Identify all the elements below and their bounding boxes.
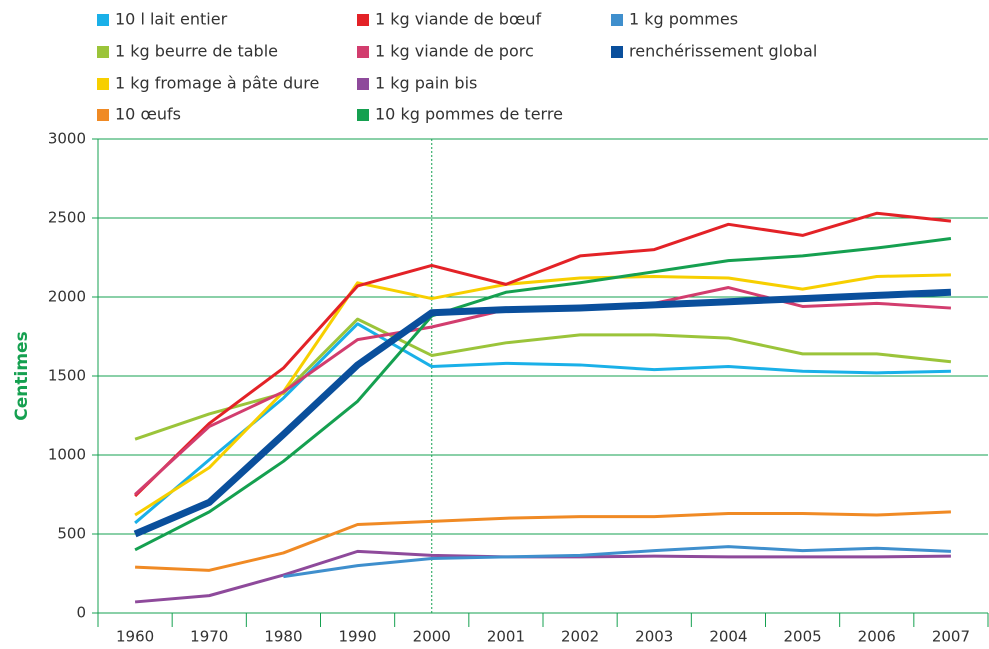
line	[283, 545, 951, 579]
legend-label: 10 kg pommes de terre	[375, 105, 563, 124]
legend-swatch	[357, 46, 369, 58]
legend-label: 10 œufs	[115, 105, 181, 124]
legend-label: 1 kg viande de porc	[375, 42, 534, 61]
y-tick-label: 0	[76, 604, 86, 622]
legend-label: 1 kg pain bis	[375, 74, 477, 93]
line	[134, 237, 952, 552]
line	[134, 211, 952, 498]
line	[134, 273, 951, 517]
legend-label: 10 l lait entier	[115, 10, 228, 29]
x-tick-label: 2004	[709, 628, 747, 646]
legend-swatch	[97, 109, 109, 121]
x-tick-label: 2003	[635, 628, 673, 646]
legend-swatch	[97, 46, 109, 58]
legend-swatch	[611, 46, 623, 58]
legend-label: 1 kg pommes	[629, 10, 738, 29]
x-tick-label: 1980	[264, 628, 302, 646]
legend-swatch	[357, 109, 369, 121]
y-tick-label: 2500	[48, 209, 86, 227]
legend-swatch	[357, 14, 369, 26]
y-tick-label: 1500	[48, 367, 86, 385]
y-tick-label: 1000	[48, 446, 86, 464]
line	[134, 322, 951, 525]
legend-label: 1 kg viande de bœuf	[375, 10, 541, 29]
line	[134, 286, 952, 496]
legend-label: 1 kg beurre de table	[115, 42, 278, 61]
x-tick-label: 1960	[116, 628, 154, 646]
x-tick-label: 2001	[487, 628, 525, 646]
legend-swatch	[97, 14, 109, 26]
line	[133, 288, 952, 538]
x-tick-label: 2005	[783, 628, 821, 646]
y-tick-label: 3000	[48, 130, 86, 148]
legend-label: 1 kg fromage à pâte dure	[115, 74, 319, 93]
legend-swatch	[97, 78, 109, 90]
legend-label: renchérissement global	[629, 42, 817, 61]
y-tick-label: 500	[57, 525, 86, 543]
x-tick-label: 2007	[932, 628, 970, 646]
line	[135, 510, 951, 572]
legend-swatch	[611, 14, 623, 26]
x-tick-label: 2002	[561, 628, 599, 646]
legend-swatch	[357, 78, 369, 90]
x-tick-label: 1990	[338, 628, 376, 646]
y-axis-label: Centimes	[12, 331, 32, 420]
x-tick-label: 2006	[858, 628, 896, 646]
x-tick-label: 1970	[190, 628, 228, 646]
y-tick-label: 2000	[48, 288, 86, 306]
x-tick-label: 2000	[413, 628, 451, 646]
